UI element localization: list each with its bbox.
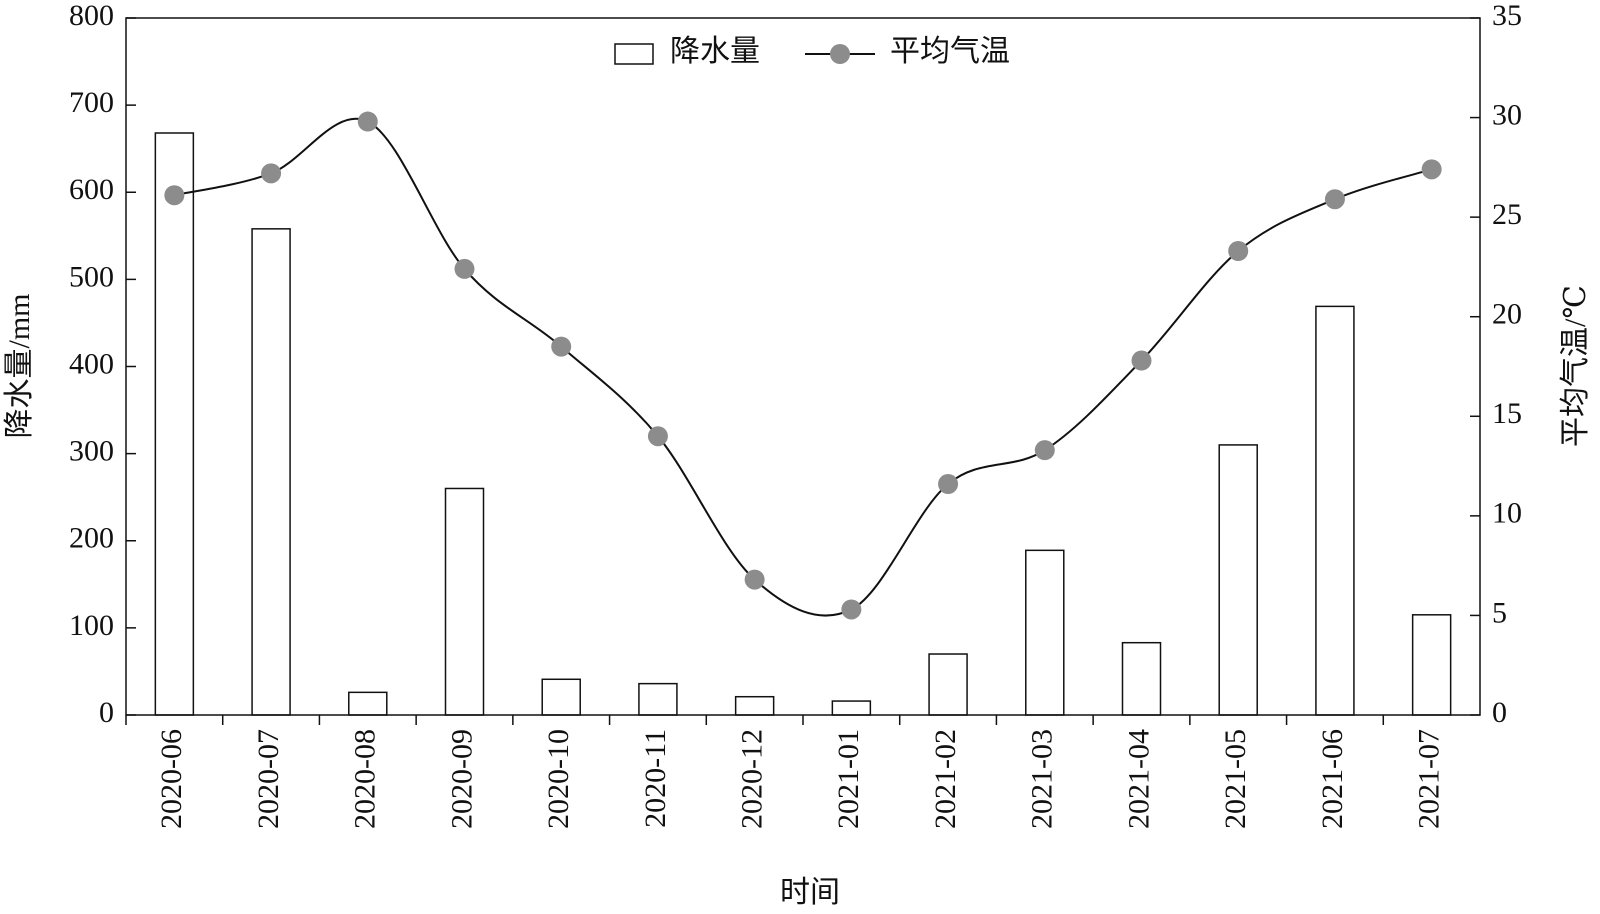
bar xyxy=(1218,444,1258,716)
marker xyxy=(1034,440,1055,461)
x-tick-label: 2020-12 xyxy=(736,729,769,829)
y-tick-label: 400 xyxy=(69,347,114,380)
x-tick-label: 2021-03 xyxy=(1026,729,1059,829)
y2-tick-label: 35 xyxy=(1492,0,1522,32)
marker xyxy=(744,569,765,590)
bar xyxy=(541,678,581,716)
y-tick-label: 100 xyxy=(69,609,114,642)
bar xyxy=(734,695,775,716)
bar xyxy=(348,691,388,716)
y-tick-label: 700 xyxy=(69,86,114,119)
legend-label: 平均气温 xyxy=(890,35,1010,68)
x-tick-label: 2020-06 xyxy=(155,729,188,829)
bar xyxy=(1025,549,1065,716)
bar xyxy=(638,682,678,716)
x-tick-label: 2021-04 xyxy=(1122,729,1155,829)
bar xyxy=(928,653,968,716)
marker xyxy=(551,336,572,357)
marker xyxy=(454,258,475,279)
x-tick-label: 2021-01 xyxy=(832,729,865,829)
marker xyxy=(1228,240,1249,261)
x-tick-label: 2021-02 xyxy=(929,729,962,829)
bar xyxy=(1411,614,1452,716)
y2-tick-label: 5 xyxy=(1492,596,1507,629)
x-tick-label: 2020-08 xyxy=(349,729,382,829)
marker xyxy=(261,163,282,184)
bar xyxy=(1121,641,1162,716)
x-tick-label: 2020-09 xyxy=(445,729,478,829)
y-tick-label: 0 xyxy=(99,696,114,729)
y2-tick-label: 25 xyxy=(1492,198,1522,231)
x-tick-label: 2020-10 xyxy=(542,729,575,829)
marker xyxy=(1324,189,1345,210)
marker xyxy=(1131,350,1152,371)
x-tick-label: 2021-07 xyxy=(1413,729,1446,829)
y-tick-label: 200 xyxy=(69,522,114,555)
marker xyxy=(647,426,668,447)
y-tick-label: 600 xyxy=(69,173,114,206)
bar xyxy=(1315,305,1355,716)
x-axis-label: 时间 xyxy=(780,876,840,909)
marker xyxy=(841,599,862,620)
y-tick-label: 500 xyxy=(69,260,114,293)
plot-frame xyxy=(125,17,1481,716)
bar xyxy=(154,132,195,716)
y2-tick-label: 30 xyxy=(1492,98,1522,131)
legend-swatch xyxy=(614,43,654,65)
x-tick-label: 2020-07 xyxy=(252,729,285,829)
bar xyxy=(444,487,485,716)
y2-tick-label: 20 xyxy=(1492,298,1522,331)
marker xyxy=(357,111,378,132)
bar xyxy=(251,228,291,716)
x-tick-label: 2020-11 xyxy=(639,729,672,828)
y-tick-label: 300 xyxy=(69,435,114,468)
x-tick-label: 2021-06 xyxy=(1316,729,1349,829)
legend-marker xyxy=(830,44,850,64)
bar xyxy=(831,700,872,716)
y2-tick-label: 0 xyxy=(1492,696,1507,729)
y-axis-label: 降水量/mm xyxy=(3,293,36,438)
y-tick-label: 800 xyxy=(69,0,114,32)
y2-tick-label: 10 xyxy=(1492,497,1522,530)
marker xyxy=(938,473,959,494)
y2-axis-label: 平均气温/℃ xyxy=(1559,285,1592,447)
legend-label: 降水量 xyxy=(670,35,760,68)
line xyxy=(174,117,1432,617)
marker xyxy=(164,185,185,206)
y2-tick-label: 15 xyxy=(1492,397,1522,430)
marker xyxy=(1421,159,1442,180)
x-tick-label: 2021-05 xyxy=(1219,729,1252,829)
